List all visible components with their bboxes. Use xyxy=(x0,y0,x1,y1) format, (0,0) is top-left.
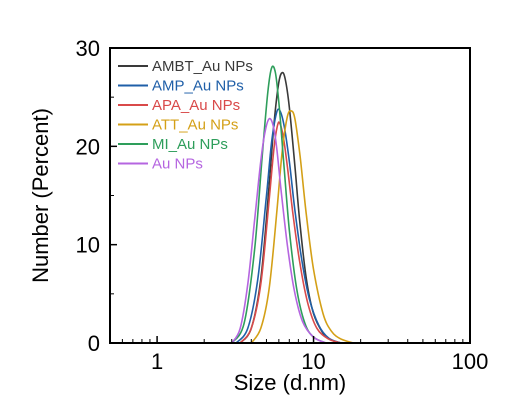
legend-label-ambt-au-nps: AMBT_Au NPs xyxy=(152,58,253,75)
y-tick-label: 30 xyxy=(76,36,100,61)
y-tick-label: 10 xyxy=(76,233,100,258)
series-line-mi-au-nps xyxy=(231,65,327,344)
series-line-au-nps xyxy=(231,117,327,344)
y-tick-label: 0 xyxy=(88,331,100,356)
x-tick-label: 10 xyxy=(301,349,325,374)
axis-ticks: 1 10 100 0 10 20 30 xyxy=(76,36,489,374)
legend-label-amp-au-nps: AMP_Au NPs xyxy=(152,78,244,95)
legend: AMBT_Au NPs AMP_Au NPs APA_Au NPs ATT_Au NP… xyxy=(118,58,253,173)
series-line-amp-au-nps xyxy=(235,108,342,344)
y-axis-label: Number (Percent) xyxy=(28,108,53,283)
legend-label-att-au-nps: ATT_Au NPs xyxy=(152,117,238,134)
y-tick-label: 20 xyxy=(76,134,100,159)
x-axis-label: Size (d.nm) xyxy=(234,370,346,395)
x-tick-label: 1 xyxy=(151,349,163,374)
legend-label-mi-au-nps: MI_Au NPs xyxy=(152,136,228,153)
series-line-att-au-nps xyxy=(250,109,354,344)
x-tick-label: 100 xyxy=(452,349,489,374)
legend-label-apa-au-nps: APA_Au NPs xyxy=(152,97,240,114)
legend-label-au-nps: Au NPs xyxy=(152,156,203,173)
